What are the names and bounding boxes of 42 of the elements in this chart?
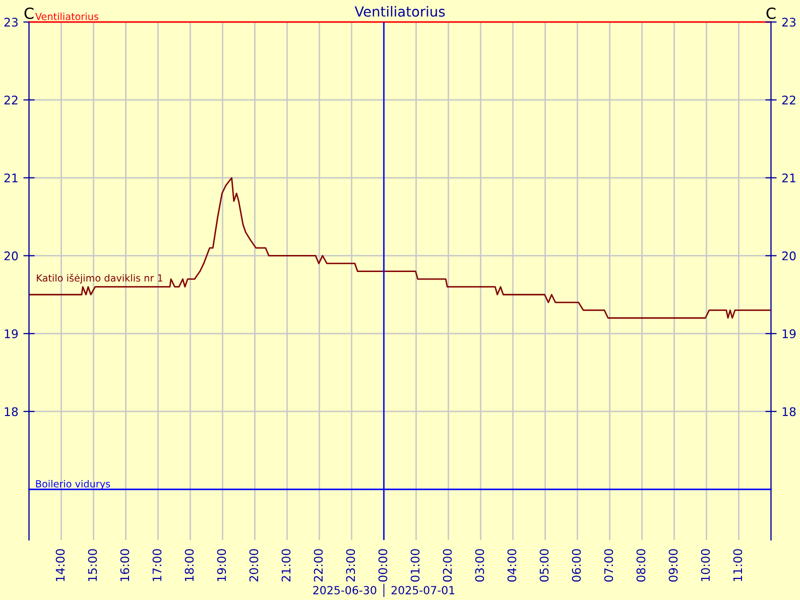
x-tick-label: 17:00 (152, 549, 162, 582)
x-tick-label: 06:00 (572, 549, 581, 582)
y-tick-label: 19 (4, 329, 18, 338)
y2-axis-title: C (766, 7, 776, 20)
series-label: Katilo išėjimo daviklis nr 1 (36, 274, 162, 284)
y-tick-label: 23 (4, 18, 18, 27)
x-tick-label: 02:00 (442, 549, 452, 582)
y2-tick-label: 18 (782, 407, 796, 416)
y2-tick-label: 22 (782, 96, 796, 104)
x-tick-label: 04:00 (507, 549, 516, 582)
y2-tick-label: 19 (782, 329, 796, 338)
x-tick-label: 18:00 (184, 549, 194, 582)
x-tick-label: 10:00 (700, 549, 710, 582)
x-tick-label: 23:00 (346, 549, 356, 582)
x-tick-label: 20:00 (249, 549, 258, 582)
text: 2025-06-30 │ 2025-07-01 (313, 584, 454, 597)
ref-line-label: Ventiliatorius (35, 12, 98, 20)
x-tick-label: 08:00 (636, 549, 646, 582)
y2-tick-label: 20 (782, 251, 796, 260)
chart-title: Ventiliatorius (354, 6, 445, 17)
y-tick-label: 22 (4, 96, 18, 104)
x-tick-label: 22:00 (314, 549, 323, 582)
y2-tick-label: 23 (782, 18, 796, 27)
y-tick-label: 18 (4, 407, 18, 416)
x-tick-label: 05:00 (540, 549, 549, 582)
x-tick-label: 00:00 (378, 549, 388, 582)
x-tick-label: 21:00 (282, 549, 291, 582)
y2-tick-label: 21 (782, 174, 796, 182)
x-tick-label: 01:00 (410, 549, 420, 582)
y-axis-title: C (24, 7, 34, 20)
x-tick-label: 03:00 (475, 549, 484, 582)
line-series (29, 177, 771, 319)
x-tick-label: 07:00 (604, 549, 614, 582)
y-tick-label: 20 (4, 251, 18, 260)
x-tick-label: 15:00 (88, 549, 97, 582)
ref-line-label: Boilerio vidurys (36, 480, 110, 490)
x-tick-label: 16:00 (120, 549, 130, 582)
x-tick-label: 14:00 (56, 549, 65, 582)
x-tick-label: 11:00 (733, 549, 742, 582)
x-tick-label: 09:00 (668, 549, 678, 582)
x-tick-label: 19:00 (217, 549, 226, 582)
y-tick-label: 21 (4, 174, 18, 182)
